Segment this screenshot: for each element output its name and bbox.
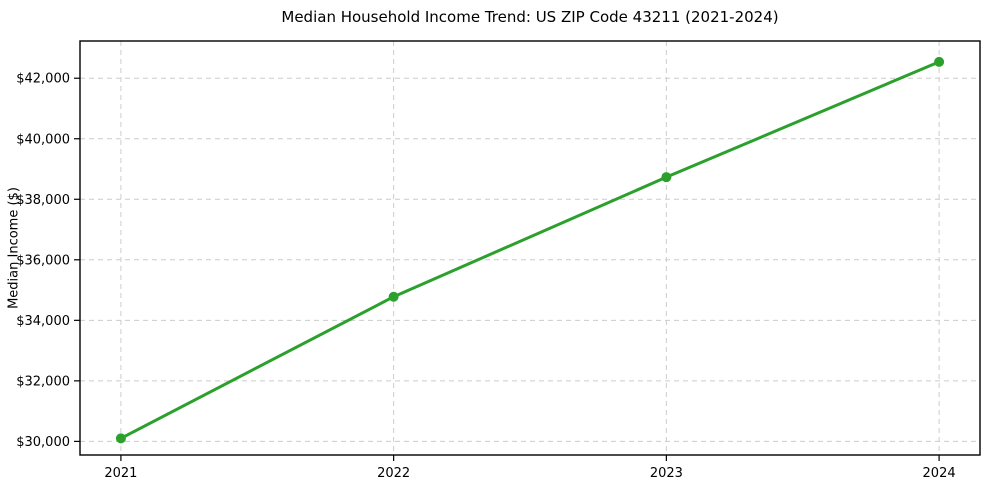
x-tick-label: 2024 — [923, 466, 956, 481]
y-tick-label: $32,000 — [16, 374, 70, 389]
y-tick-label: $36,000 — [16, 253, 70, 268]
data-point-2023 — [661, 172, 672, 183]
trend-line — [119, 60, 941, 440]
data-point-2024 — [934, 56, 945, 67]
chart-title: Median Household Income Trend: US ZIP Co… — [281, 8, 779, 26]
x-tick-label: 2023 — [650, 466, 683, 481]
y-tick-label: $30,000 — [16, 435, 70, 450]
y-tick-label: $38,000 — [16, 193, 70, 208]
y-tick-label: $42,000 — [16, 72, 70, 87]
x-tick-label: 2021 — [104, 466, 137, 481]
plot-border — [79, 40, 981, 456]
y-tick-label: $40,000 — [16, 132, 70, 147]
data-point-2022 — [388, 291, 399, 302]
data-point-2021 — [115, 433, 126, 444]
x-tick-label: 2022 — [377, 466, 410, 481]
y-tick-label: $34,000 — [16, 314, 70, 329]
